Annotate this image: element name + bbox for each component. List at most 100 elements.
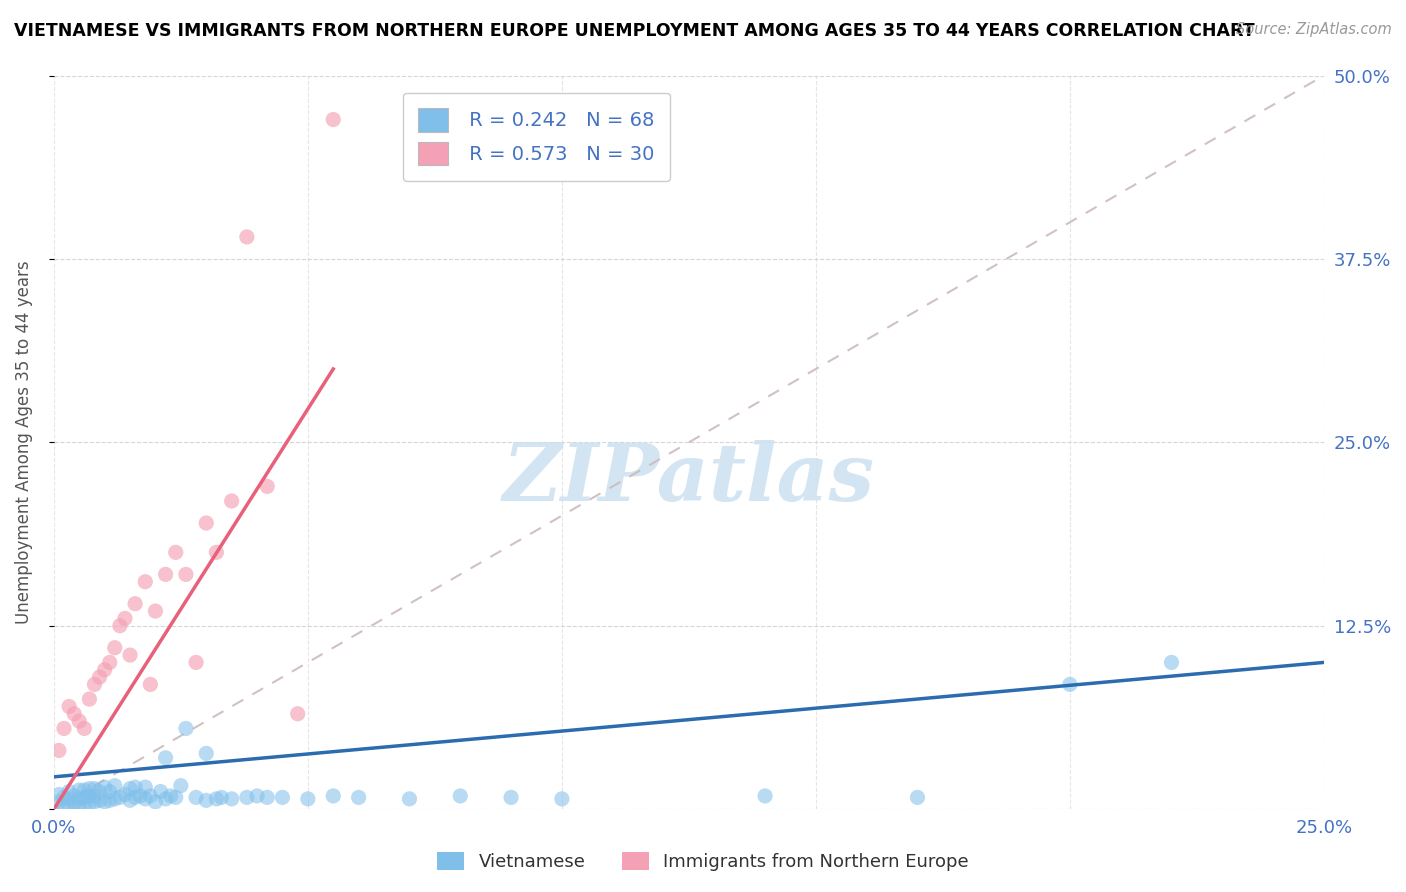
- Point: [108, 618, 131, 632]
- Point: [58, 784, 80, 798]
- Point: [114, 611, 136, 625]
- Point: [256, 479, 278, 493]
- Point: [93, 663, 115, 677]
- Legend:  R = 0.242   N = 68,  R = 0.573   N = 30: R = 0.242 N = 68, R = 0.573 N = 30: [404, 93, 671, 181]
- Point: [195, 793, 218, 807]
- Point: [149, 784, 172, 798]
- Point: [53, 790, 76, 805]
- Point: [165, 545, 187, 559]
- Point: [104, 640, 127, 655]
- Point: [67, 783, 90, 797]
- Point: [124, 597, 146, 611]
- Point: [221, 792, 243, 806]
- Text: VIETNAMESE VS IMMIGRANTS FROM NORTHERN EUROPE UNEMPLOYMENT AMONG AGES 35 TO 44 Y: VIETNAMESE VS IMMIGRANTS FROM NORTHERN E…: [14, 22, 1254, 40]
- Point: [98, 656, 121, 670]
- Point: [155, 792, 177, 806]
- Point: [108, 790, 131, 805]
- Point: [145, 604, 167, 618]
- Point: [134, 574, 156, 589]
- Point: [221, 494, 243, 508]
- Point: [79, 789, 101, 803]
- Point: [124, 790, 146, 805]
- Point: [73, 797, 96, 812]
- Point: [134, 780, 156, 794]
- Point: [79, 692, 101, 706]
- Point: [63, 789, 86, 803]
- Point: [114, 788, 136, 802]
- Point: [174, 567, 197, 582]
- Point: [98, 784, 121, 798]
- Point: [118, 793, 141, 807]
- Point: [134, 792, 156, 806]
- Point: [297, 792, 319, 806]
- Point: [170, 779, 193, 793]
- Point: [73, 790, 96, 805]
- Point: [499, 790, 522, 805]
- Point: [551, 792, 574, 806]
- Point: [83, 795, 105, 809]
- Point: [104, 779, 127, 793]
- Point: [271, 790, 294, 805]
- Point: [246, 789, 269, 803]
- Point: [83, 789, 105, 803]
- Point: [104, 792, 127, 806]
- Point: [67, 799, 90, 814]
- Point: [129, 789, 152, 803]
- Point: [174, 722, 197, 736]
- Point: [89, 670, 111, 684]
- Point: [145, 795, 167, 809]
- Point: [63, 797, 86, 811]
- Point: [139, 789, 162, 803]
- Point: [48, 788, 70, 802]
- Point: [93, 780, 115, 794]
- Point: [205, 545, 228, 559]
- Text: ZIPatlas: ZIPatlas: [503, 441, 875, 517]
- Point: [195, 516, 218, 530]
- Point: [58, 699, 80, 714]
- Point: [907, 790, 929, 805]
- Y-axis label: Unemployment Among Ages 35 to 44 years: Unemployment Among Ages 35 to 44 years: [15, 260, 32, 624]
- Point: [322, 789, 344, 803]
- Point: [236, 230, 259, 244]
- Point: [256, 790, 278, 805]
- Point: [184, 790, 207, 805]
- Point: [73, 722, 96, 736]
- Point: [98, 793, 121, 807]
- Point: [1059, 677, 1081, 691]
- Point: [347, 790, 370, 805]
- Point: [93, 795, 115, 809]
- Point: [67, 714, 90, 728]
- Point: [83, 677, 105, 691]
- Point: [48, 795, 70, 809]
- Point: [1160, 656, 1182, 670]
- Point: [48, 743, 70, 757]
- Point: [58, 792, 80, 806]
- Point: [118, 781, 141, 796]
- Point: [165, 790, 187, 805]
- Point: [124, 780, 146, 794]
- Point: [67, 792, 90, 806]
- Text: Source: ZipAtlas.com: Source: ZipAtlas.com: [1236, 22, 1392, 37]
- Point: [89, 784, 111, 798]
- Point: [89, 793, 111, 807]
- Point: [63, 706, 86, 721]
- Point: [79, 781, 101, 796]
- Point: [155, 751, 177, 765]
- Point: [236, 790, 259, 805]
- Point: [118, 648, 141, 662]
- Point: [53, 722, 76, 736]
- Point: [58, 797, 80, 812]
- Legend: Vietnamese, Immigrants from Northern Europe: Vietnamese, Immigrants from Northern Eur…: [430, 845, 976, 879]
- Point: [449, 789, 471, 803]
- Point: [195, 747, 218, 761]
- Point: [211, 790, 233, 805]
- Point: [184, 656, 207, 670]
- Point: [83, 781, 105, 796]
- Point: [159, 789, 181, 803]
- Point: [398, 792, 420, 806]
- Point: [205, 792, 228, 806]
- Point: [73, 783, 96, 797]
- Point: [139, 677, 162, 691]
- Point: [53, 799, 76, 814]
- Point: [79, 797, 101, 811]
